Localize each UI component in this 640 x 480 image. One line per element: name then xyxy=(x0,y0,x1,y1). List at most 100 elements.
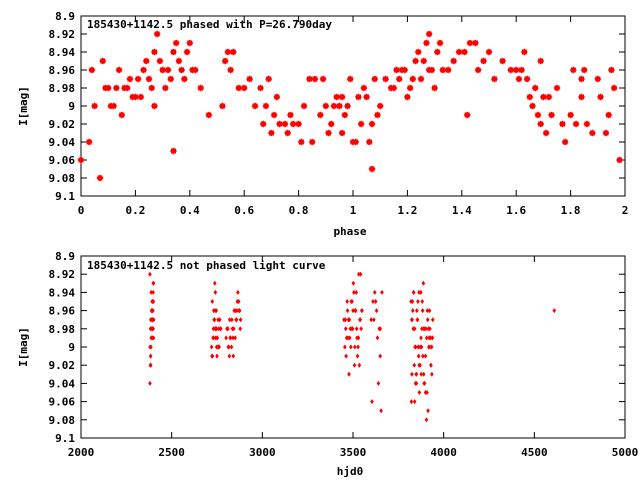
y-tick-label: 9.06 xyxy=(49,154,76,167)
data-point xyxy=(378,353,382,359)
data-point-core xyxy=(258,85,264,91)
data-point xyxy=(417,289,421,295)
data-point xyxy=(413,344,417,350)
data-point-core xyxy=(598,94,604,100)
data-point xyxy=(213,280,217,286)
data-point xyxy=(218,326,223,332)
data-point-core xyxy=(581,67,587,73)
data-point-core xyxy=(306,76,312,82)
data-point-core xyxy=(225,49,231,55)
data-point-core xyxy=(92,103,98,109)
unphased-light-curve-panel: 8.98.928.948.968.9899.029.049.069.089.1 … xyxy=(17,250,638,478)
data-point-core xyxy=(328,121,334,127)
data-point xyxy=(350,326,355,332)
data-point-core xyxy=(160,67,166,73)
data-point xyxy=(414,371,418,377)
data-point-core xyxy=(331,103,337,109)
data-point-core xyxy=(287,112,293,118)
data-point-core xyxy=(372,76,378,82)
data-point-core xyxy=(391,85,397,91)
data-point-core xyxy=(342,112,348,118)
data-point-core xyxy=(559,121,565,127)
y-tick-label: 9.08 xyxy=(49,414,76,427)
data-point-core xyxy=(181,76,187,82)
data-point-core xyxy=(116,67,122,73)
data-point xyxy=(231,335,235,341)
x-tick-label: 0 xyxy=(78,204,85,217)
data-point-core xyxy=(353,139,359,145)
data-point xyxy=(346,317,351,323)
data-point xyxy=(237,308,241,314)
data-point xyxy=(372,289,377,295)
data-point-core xyxy=(282,121,288,127)
data-point xyxy=(149,362,153,368)
x-tick-label: 4000 xyxy=(430,446,457,459)
data-point-core xyxy=(527,94,533,100)
data-point xyxy=(430,335,435,341)
data-point-core xyxy=(320,76,326,82)
data-point-core xyxy=(252,103,258,109)
data-point-core xyxy=(323,103,329,109)
data-point xyxy=(213,335,218,341)
data-point xyxy=(216,317,220,323)
data-point xyxy=(238,317,243,323)
data-point-core xyxy=(184,49,190,55)
data-point-core xyxy=(500,58,506,64)
data-point-core xyxy=(124,85,130,91)
data-point xyxy=(421,353,425,359)
data-point xyxy=(357,362,362,368)
data-point-core xyxy=(481,58,487,64)
data-point xyxy=(149,289,153,295)
data-point xyxy=(150,326,154,332)
x-ticks-phased: 0 0.2 0.4 0.6 0.8 1 1.2 1.4 1.6 1.8 2 xyxy=(78,16,629,217)
data-point xyxy=(149,335,154,341)
data-point xyxy=(217,326,221,332)
data-point xyxy=(411,308,415,314)
data-point-core xyxy=(206,112,212,118)
data-point xyxy=(426,408,430,414)
unphased-y-axis-label: I[mag] xyxy=(17,327,30,367)
data-point xyxy=(429,344,434,350)
data-point-core xyxy=(97,175,103,181)
data-point xyxy=(415,308,419,314)
unphased-chart-title: 185430+1142.5 not phased light curve xyxy=(87,259,326,272)
data-point-core xyxy=(162,85,168,91)
y-ticks-unphased: 8.9 8.92 8.94 8.96 8.98 9 9.02 9.04 9.06 9.08 9.1 xyxy=(49,250,625,445)
data-point xyxy=(421,280,426,286)
x-ticks-unphased: 2000 2500 3000 3500 4000 4500 5000 xyxy=(68,256,638,459)
data-point xyxy=(217,344,221,350)
data-point xyxy=(148,271,152,277)
data-point-core xyxy=(519,67,525,73)
data-point xyxy=(343,326,348,332)
x-tick-label: 1.4 xyxy=(452,204,472,217)
y-tick-label: 8.96 xyxy=(49,305,76,318)
data-point xyxy=(423,353,428,359)
y-tick-label: 8.98 xyxy=(49,82,76,95)
x-tick-label: 2 xyxy=(622,204,629,217)
x-tick-label: 0.4 xyxy=(180,204,200,217)
data-point xyxy=(424,326,428,332)
data-point-core xyxy=(361,85,367,91)
data-point-core xyxy=(475,67,481,73)
data-point xyxy=(215,335,220,341)
data-point-core xyxy=(383,76,389,82)
data-point xyxy=(416,299,420,304)
data-point-core xyxy=(426,67,432,73)
x-tick-label: 2500 xyxy=(158,446,185,459)
data-point-core xyxy=(119,112,125,118)
data-point-core xyxy=(222,58,228,64)
data-point xyxy=(355,335,359,341)
y-tick-label: 9.06 xyxy=(49,396,76,409)
data-point xyxy=(214,344,219,350)
data-point xyxy=(421,326,426,332)
data-point-core xyxy=(78,157,84,163)
data-point xyxy=(227,317,232,323)
data-point-core xyxy=(418,76,424,82)
y-tick-label: 9 xyxy=(68,341,75,354)
data-point xyxy=(227,353,232,359)
data-point xyxy=(225,326,229,332)
data-point xyxy=(233,335,237,341)
data-point xyxy=(357,271,361,277)
data-point-core xyxy=(437,40,443,46)
